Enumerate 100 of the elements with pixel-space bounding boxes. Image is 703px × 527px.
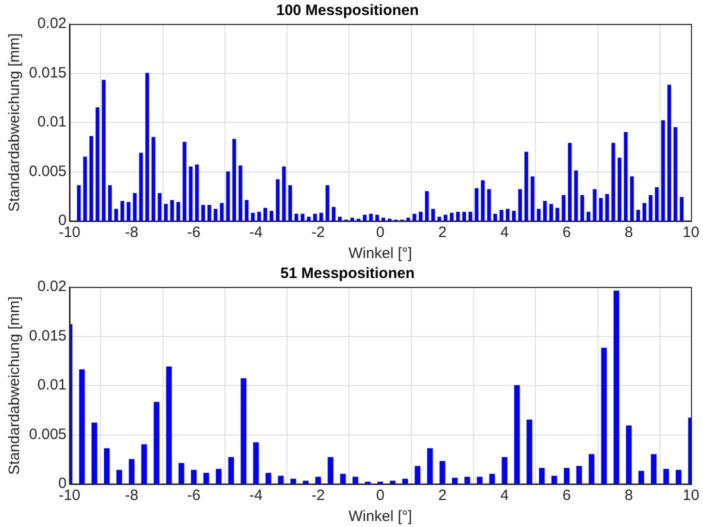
bar	[440, 461, 446, 484]
bar	[203, 472, 210, 484]
bar	[650, 454, 657, 484]
bar	[412, 214, 416, 221]
bar	[216, 468, 222, 484]
bar	[282, 166, 286, 221]
x-tick-label: 10	[682, 487, 700, 504]
bar	[332, 206, 336, 221]
bar	[232, 138, 236, 221]
bar	[464, 476, 470, 484]
bar	[437, 216, 442, 221]
bar	[77, 185, 81, 221]
bar	[502, 457, 508, 484]
bar	[276, 179, 280, 221]
bar	[166, 366, 172, 484]
bar	[630, 176, 634, 221]
bar	[425, 191, 429, 221]
bar	[580, 195, 584, 221]
bar	[214, 208, 218, 221]
bar	[574, 170, 578, 221]
bar	[278, 476, 284, 484]
bar	[549, 204, 554, 221]
bar	[290, 478, 296, 484]
bar	[605, 194, 609, 221]
x-tick-label: 4	[500, 224, 509, 242]
x-tick-label: 8	[624, 224, 634, 242]
bar	[152, 136, 156, 221]
x-tick-label: 6	[562, 224, 571, 242]
bar	[116, 470, 122, 484]
bar	[266, 472, 272, 484]
bar	[539, 468, 545, 484]
y-tick-label: 0.015	[28, 327, 67, 344]
bar	[680, 197, 684, 221]
bar	[191, 470, 197, 484]
y-tick-label: 0.005	[28, 426, 67, 443]
x-tick-label: -8	[125, 224, 138, 242]
bar	[648, 195, 652, 221]
bar	[96, 107, 100, 221]
bar	[114, 208, 118, 221]
bar	[362, 214, 367, 221]
bar	[108, 185, 112, 221]
bar	[601, 348, 607, 484]
bar	[456, 212, 460, 221]
x-tick-label: -4	[249, 224, 263, 242]
bar	[238, 166, 242, 221]
bar	[170, 200, 174, 221]
bar	[352, 476, 358, 484]
bar	[611, 142, 616, 221]
x-tick-label: -2	[311, 224, 325, 242]
bar	[614, 290, 620, 484]
bar	[663, 468, 669, 484]
bar	[302, 480, 309, 484]
bar	[626, 426, 632, 484]
bar	[253, 442, 259, 484]
bar	[288, 185, 292, 221]
x-tick-label: 4	[500, 487, 509, 504]
bar	[240, 378, 246, 484]
x-tick-label: -6	[187, 487, 200, 504]
y-axis-title: Standardabweichung [mm]	[6, 296, 24, 475]
bar	[418, 212, 423, 221]
y-tick-label: 0.02	[37, 278, 67, 296]
bar	[92, 422, 98, 484]
bar	[543, 200, 547, 221]
bar	[476, 476, 483, 484]
bar	[452, 478, 458, 484]
bar	[244, 200, 249, 221]
x-tick-label: 2	[438, 224, 447, 242]
bar	[89, 136, 94, 221]
bar	[592, 189, 597, 221]
x-tick-label: 0	[376, 224, 384, 242]
bar	[551, 476, 558, 484]
x-tick-label: -6	[187, 224, 200, 242]
bar	[536, 208, 541, 221]
bar	[228, 457, 234, 484]
bar	[195, 164, 199, 221]
y-tick-label: 0.02	[37, 15, 67, 32]
x-tick-label: 6	[562, 487, 571, 504]
bar	[126, 202, 130, 221]
y-tick-label: 0.005	[28, 162, 67, 180]
bar	[642, 202, 646, 221]
bar	[178, 462, 184, 484]
bar	[83, 156, 87, 221]
bar	[506, 208, 510, 221]
bar	[315, 476, 321, 484]
bar	[257, 212, 261, 221]
x-axis-title: Winkel [°]	[348, 508, 412, 526]
bar	[530, 176, 534, 221]
bar	[128, 459, 135, 484]
bar	[556, 208, 560, 221]
bar	[480, 180, 485, 221]
bar	[328, 457, 334, 484]
bar	[599, 198, 603, 221]
bar	[493, 214, 498, 221]
bar	[270, 210, 274, 221]
bar	[251, 212, 255, 221]
bar	[176, 202, 180, 221]
bar	[158, 193, 162, 221]
bar	[145, 72, 150, 221]
bar	[636, 210, 640, 221]
bar	[562, 195, 566, 221]
